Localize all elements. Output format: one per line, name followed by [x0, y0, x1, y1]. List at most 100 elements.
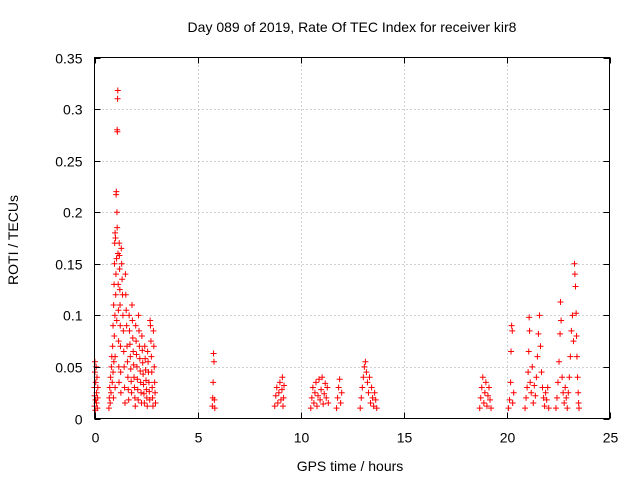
data-point	[533, 374, 540, 381]
data-point	[115, 281, 122, 288]
data-point	[570, 338, 577, 345]
data-point	[144, 348, 151, 355]
data-point	[135, 312, 142, 319]
data-point	[141, 343, 148, 350]
data-point	[488, 405, 495, 412]
data-point	[362, 358, 369, 365]
data-point	[552, 405, 559, 412]
data-point	[560, 389, 567, 396]
data-point	[126, 327, 133, 334]
data-point	[116, 265, 123, 272]
data-point	[508, 348, 515, 355]
data-point	[134, 376, 141, 383]
data-point	[543, 396, 550, 403]
data-point	[365, 389, 372, 396]
data-point	[132, 403, 139, 410]
data-point	[126, 341, 133, 348]
x-axis-label: GPS time / hours	[297, 458, 404, 474]
data-point	[508, 322, 515, 329]
data-point	[113, 209, 120, 216]
data-point	[129, 317, 136, 324]
data-point	[108, 363, 115, 370]
data-point	[279, 374, 286, 381]
data-point	[114, 87, 121, 94]
data-point	[148, 353, 155, 360]
data-point	[276, 379, 283, 386]
axis-ticks	[94, 57, 611, 420]
data-point	[483, 403, 490, 410]
data-point	[317, 396, 324, 403]
data-point	[571, 260, 578, 267]
data-point	[278, 386, 285, 393]
data-point	[124, 358, 131, 365]
data-point	[325, 400, 332, 407]
data-point	[115, 363, 122, 370]
data-point	[151, 363, 158, 370]
data-point	[105, 405, 112, 412]
data-point	[112, 235, 119, 241]
data-point	[94, 384, 101, 391]
data-point	[323, 394, 330, 401]
data-point	[107, 400, 114, 407]
data-point	[150, 327, 157, 334]
data-point	[562, 384, 569, 391]
data-point	[140, 371, 147, 378]
data-point	[114, 224, 121, 231]
data-point	[126, 312, 133, 319]
data-point	[563, 394, 570, 401]
y-tick-label: 0.25	[55, 154, 82, 170]
data-point	[274, 400, 281, 407]
data-point	[127, 353, 134, 360]
data-point	[557, 298, 564, 305]
data-point	[116, 240, 123, 247]
y-tick-label: 0.05	[55, 360, 82, 376]
data-point	[526, 314, 533, 321]
data-point	[566, 374, 573, 381]
data-point	[152, 400, 159, 407]
data-point	[133, 351, 140, 358]
data-point	[115, 338, 122, 345]
data-point	[336, 376, 343, 383]
data-point	[477, 394, 484, 401]
data-point	[522, 405, 529, 412]
data-point	[106, 384, 113, 391]
data-point	[275, 389, 282, 396]
data-point	[140, 381, 147, 388]
data-point	[150, 343, 157, 350]
data-point	[114, 95, 121, 102]
data-point	[525, 348, 532, 355]
data-point	[360, 374, 367, 381]
data-point	[366, 374, 373, 381]
data-point	[538, 369, 545, 376]
data-point	[137, 368, 144, 375]
grid-lines	[94, 57, 610, 419]
data-point	[363, 369, 370, 376]
data-point	[121, 400, 128, 407]
x-tick-label: 20	[500, 430, 516, 446]
data-point	[281, 382, 288, 389]
data-point	[373, 405, 380, 412]
data-point	[526, 327, 533, 334]
y-tick-label: 0.2	[63, 205, 83, 221]
data-point	[210, 379, 217, 386]
data-point	[320, 401, 327, 408]
data-point	[129, 335, 136, 342]
data-point	[564, 405, 571, 412]
data-point	[110, 322, 117, 329]
data-point	[125, 396, 132, 403]
data-point	[573, 353, 580, 360]
data-point	[544, 384, 551, 391]
data-point	[529, 363, 536, 370]
data-point	[338, 389, 345, 396]
data-point	[139, 359, 146, 366]
data-point	[337, 400, 344, 407]
data-point	[569, 312, 576, 319]
data-point	[506, 396, 513, 403]
data-point	[117, 302, 124, 309]
x-tick-label: 15	[397, 430, 413, 446]
data-point	[555, 379, 561, 386]
data-point	[149, 394, 156, 401]
data-point	[553, 394, 560, 401]
data-point	[527, 379, 534, 386]
